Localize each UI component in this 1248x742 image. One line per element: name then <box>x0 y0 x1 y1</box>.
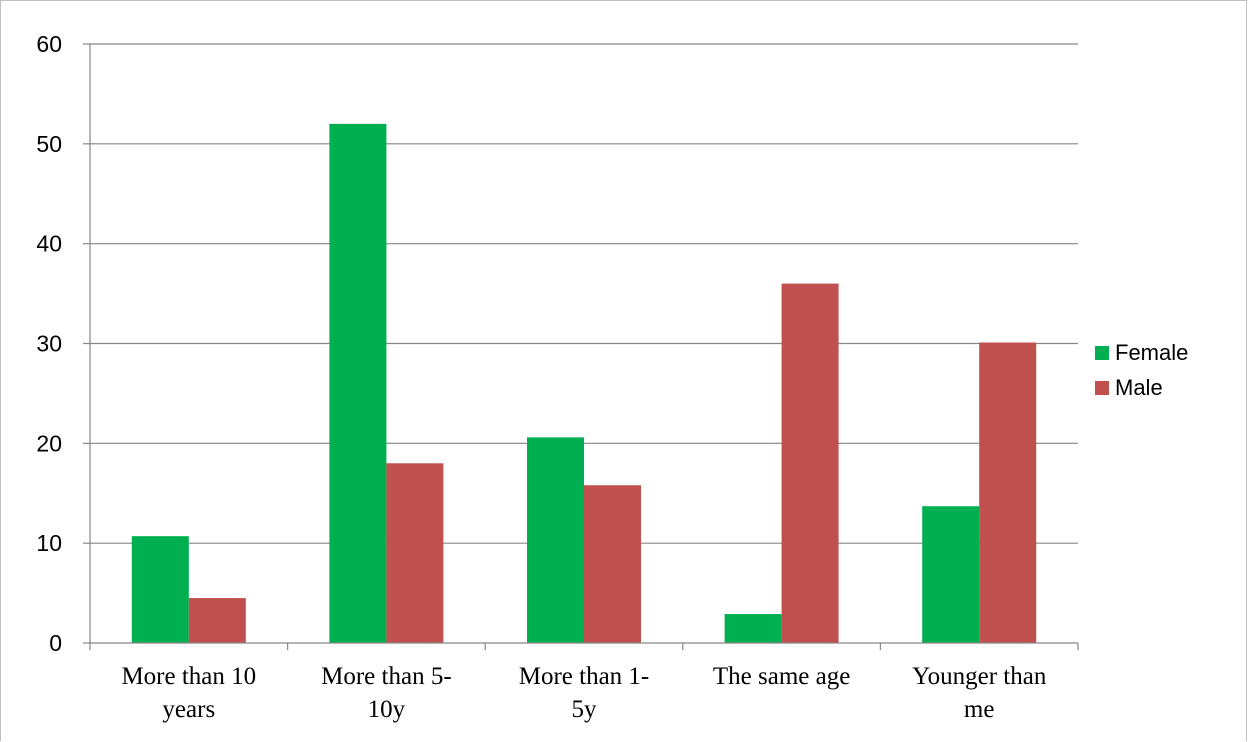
y-axis-ticks: 0 10 20 30 40 50 60 <box>36 31 62 656</box>
legend-swatch-female <box>1095 346 1109 360</box>
bar-female <box>724 614 782 643</box>
x-tick-label: The same age <box>713 663 850 690</box>
x-tick-label: Younger than me <box>912 663 1047 723</box>
bars <box>131 123 1037 643</box>
y-tick-label: 0 <box>49 630 62 656</box>
bar-male <box>584 485 641 643</box>
bar-male <box>386 463 444 643</box>
y-tick-label: 20 <box>36 430 62 456</box>
x-axis-ticks: More than 10 years More than 5-10y More tha… <box>121 663 1046 723</box>
x-tick-label: More than 5-10y <box>321 663 452 723</box>
legend-swatch-male <box>1095 381 1109 395</box>
axes <box>83 43 1079 650</box>
y-tick-label: 60 <box>36 31 62 57</box>
y-tick-label: 50 <box>36 131 62 157</box>
y-tick-label: 30 <box>36 331 62 357</box>
bar-male <box>188 598 246 643</box>
legend: Female Male <box>1095 340 1188 400</box>
bar-female <box>131 536 189 643</box>
x-tick-label: More than 10 years <box>121 663 256 723</box>
bar-female <box>329 123 387 643</box>
legend-label-male: Male <box>1115 375 1163 400</box>
bar-female <box>527 437 584 643</box>
y-tick-label: 40 <box>36 231 62 257</box>
bar-male <box>781 283 839 643</box>
y-tick-label: 10 <box>36 530 62 556</box>
x-tick-label: More than 1-5y <box>519 663 650 723</box>
bar-female <box>922 506 980 643</box>
bar-male <box>979 342 1037 643</box>
legend-label-female: Female <box>1115 340 1188 365</box>
